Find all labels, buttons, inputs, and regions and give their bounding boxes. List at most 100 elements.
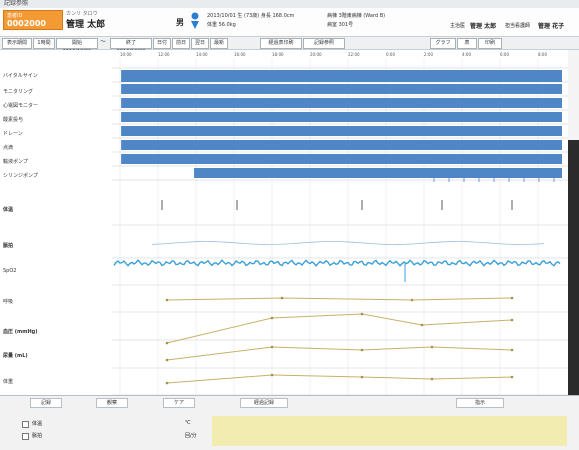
- checkbox-temp[interactable]: [22, 421, 29, 428]
- trend-line: [166, 297, 513, 301]
- checkbox-pulse-label: 脈拍: [32, 433, 43, 439]
- row-label: 酸素投与: [3, 117, 24, 123]
- trend-line: [166, 313, 513, 344]
- date-button[interactable]: 日付: [153, 38, 171, 49]
- trend-point: [510, 318, 514, 322]
- row-label: シリンジポンプ: [3, 173, 38, 179]
- patient-id-value: 0002000: [7, 19, 46, 28]
- trend-point: [430, 377, 434, 381]
- time-tick-label: 14:00: [196, 52, 208, 57]
- order-bar: [121, 98, 563, 108]
- order-bar: [121, 112, 563, 122]
- row-labels: バイタルサイン モニタリング 心電図モニター 酸素投与 ドレーン 点滴 輸液ポン…: [0, 50, 113, 395]
- trend-point: [165, 341, 169, 345]
- range-separator: 〜: [100, 39, 106, 45]
- trend-point: [410, 298, 414, 302]
- trend-point: [360, 348, 364, 352]
- window-title: 記録参照: [4, 0, 29, 7]
- checkbox-temp-label: 体温: [32, 421, 43, 427]
- trend-line: [166, 346, 513, 361]
- trend-point: [270, 345, 274, 349]
- tab-observation[interactable]: 観察: [96, 398, 128, 408]
- pulse-unit: 回/分: [185, 433, 197, 439]
- tab-care[interactable]: ケア: [163, 398, 195, 408]
- trend-point: [420, 323, 424, 327]
- time-tick-label: 18:00: [272, 52, 284, 57]
- gender-label: 男: [176, 18, 184, 27]
- time-tick-label: 8:00: [538, 52, 547, 57]
- end-date-field[interactable]: 終了 2016/12/02: [110, 38, 152, 55]
- nurse-label: 担当看護師: [505, 23, 531, 29]
- doctor-name: 管理 太郎: [470, 23, 497, 30]
- spo2-trace: [113, 259, 561, 267]
- event-band: [212, 416, 567, 446]
- patient-id-label: 患者ID: [7, 13, 23, 19]
- time-tick-label: 6:00: [500, 52, 509, 57]
- time-tick-label: 2:00: [424, 52, 433, 57]
- timeline-plot[interactable]: 10:00 12:00 14:00 16:00 18:00 20:00 22:00 0:00 2…: [112, 50, 568, 395]
- print-button[interactable]: 印刷: [478, 38, 502, 49]
- row-label: 輸液ポンプ: [3, 159, 28, 165]
- row-label: SpO2: [3, 268, 17, 274]
- tab-orders[interactable]: 指示: [456, 398, 504, 408]
- row-label: ドレーン: [3, 131, 23, 137]
- order-bar: [121, 70, 563, 82]
- trend-point: [165, 358, 169, 362]
- trend-point: [360, 312, 364, 316]
- trend-point: [360, 375, 364, 379]
- print-chart-button[interactable]: 経過表印刷: [260, 38, 302, 49]
- trend-point: [280, 296, 284, 300]
- graph-button[interactable]: グラフ: [430, 38, 456, 49]
- patient-name: 管理 太郎: [66, 20, 106, 30]
- pulse-trace: [151, 241, 545, 245]
- patient-id-box: 患者ID 0002000: [3, 10, 63, 30]
- trend-point: [270, 316, 274, 320]
- trend-point: [270, 373, 274, 377]
- trend-point: [165, 381, 169, 385]
- trend-point: [510, 375, 514, 379]
- nurse-name: 管理 花子: [538, 23, 565, 30]
- time-tick-label: 4:00: [462, 52, 471, 57]
- order-bar: [121, 154, 563, 164]
- order-bar: [121, 140, 563, 150]
- row-label: 体重: [3, 379, 14, 385]
- time-tick-label: 16:00: [234, 52, 246, 57]
- side-panel: [568, 140, 579, 400]
- patient-name-kana: カンリ タロウ: [66, 11, 98, 17]
- trend-point: [430, 345, 434, 349]
- row-label: 呼吸: [3, 299, 14, 305]
- trend-line: [166, 374, 513, 384]
- row-label: 点滴: [3, 145, 14, 151]
- tab-record[interactable]: 記録: [30, 398, 62, 408]
- order-bar: [194, 168, 562, 178]
- patient-info-1: 2013/10/01 生 (73歳) 身長 168.0cm: [207, 13, 295, 19]
- table-button[interactable]: 表: [457, 38, 477, 49]
- time-tick-label: 10:00: [120, 52, 132, 57]
- latest-button[interactable]: 最新: [210, 38, 228, 49]
- trend-point: [165, 298, 169, 302]
- time-tick-label: 12:00: [158, 52, 170, 57]
- patient-header: 患者ID 0002000 カンリ タロウ 管理 太郎 男 2013/10/01 …: [0, 8, 579, 37]
- tab-progress[interactable]: 経過記録: [240, 398, 288, 408]
- start-date-field[interactable]: 開始 2016/12/01: [56, 38, 98, 55]
- period-button[interactable]: 表示期間: [2, 38, 32, 49]
- row-label: バイタルサイン: [3, 73, 38, 79]
- toolbar: 表示期間 1時間 開始 2016/12/01 〜 終了 2016/12/02 日…: [0, 37, 579, 55]
- patient-info-2: 体重 56.0kg: [207, 22, 236, 28]
- checkbox-pulse[interactable]: [22, 433, 29, 440]
- interval-select[interactable]: 1時間: [33, 38, 55, 49]
- order-bar: [121, 84, 563, 94]
- record-view-button[interactable]: 記録参照: [303, 38, 345, 49]
- gender-icon: [191, 12, 199, 29]
- prev-day-button[interactable]: 前日: [172, 38, 190, 49]
- time-tick-label: 0:00: [386, 52, 395, 57]
- next-day-button[interactable]: 翌日: [191, 38, 209, 49]
- row-label: モニタリング: [3, 89, 34, 95]
- row-label: 尿量 (mL): [3, 353, 28, 359]
- row-label: 体温: [3, 207, 14, 213]
- trend-point: [510, 296, 514, 300]
- row-label: 血圧 (mmHg): [3, 329, 38, 335]
- bottom-panel: 記録 観察 ケア 経過記録 指示 体温 脈拍 ℃ 回/分: [0, 395, 579, 450]
- ward-info-1: 病棟 3階東病棟 (Ward B): [327, 13, 386, 19]
- temp-unit: ℃: [185, 420, 191, 426]
